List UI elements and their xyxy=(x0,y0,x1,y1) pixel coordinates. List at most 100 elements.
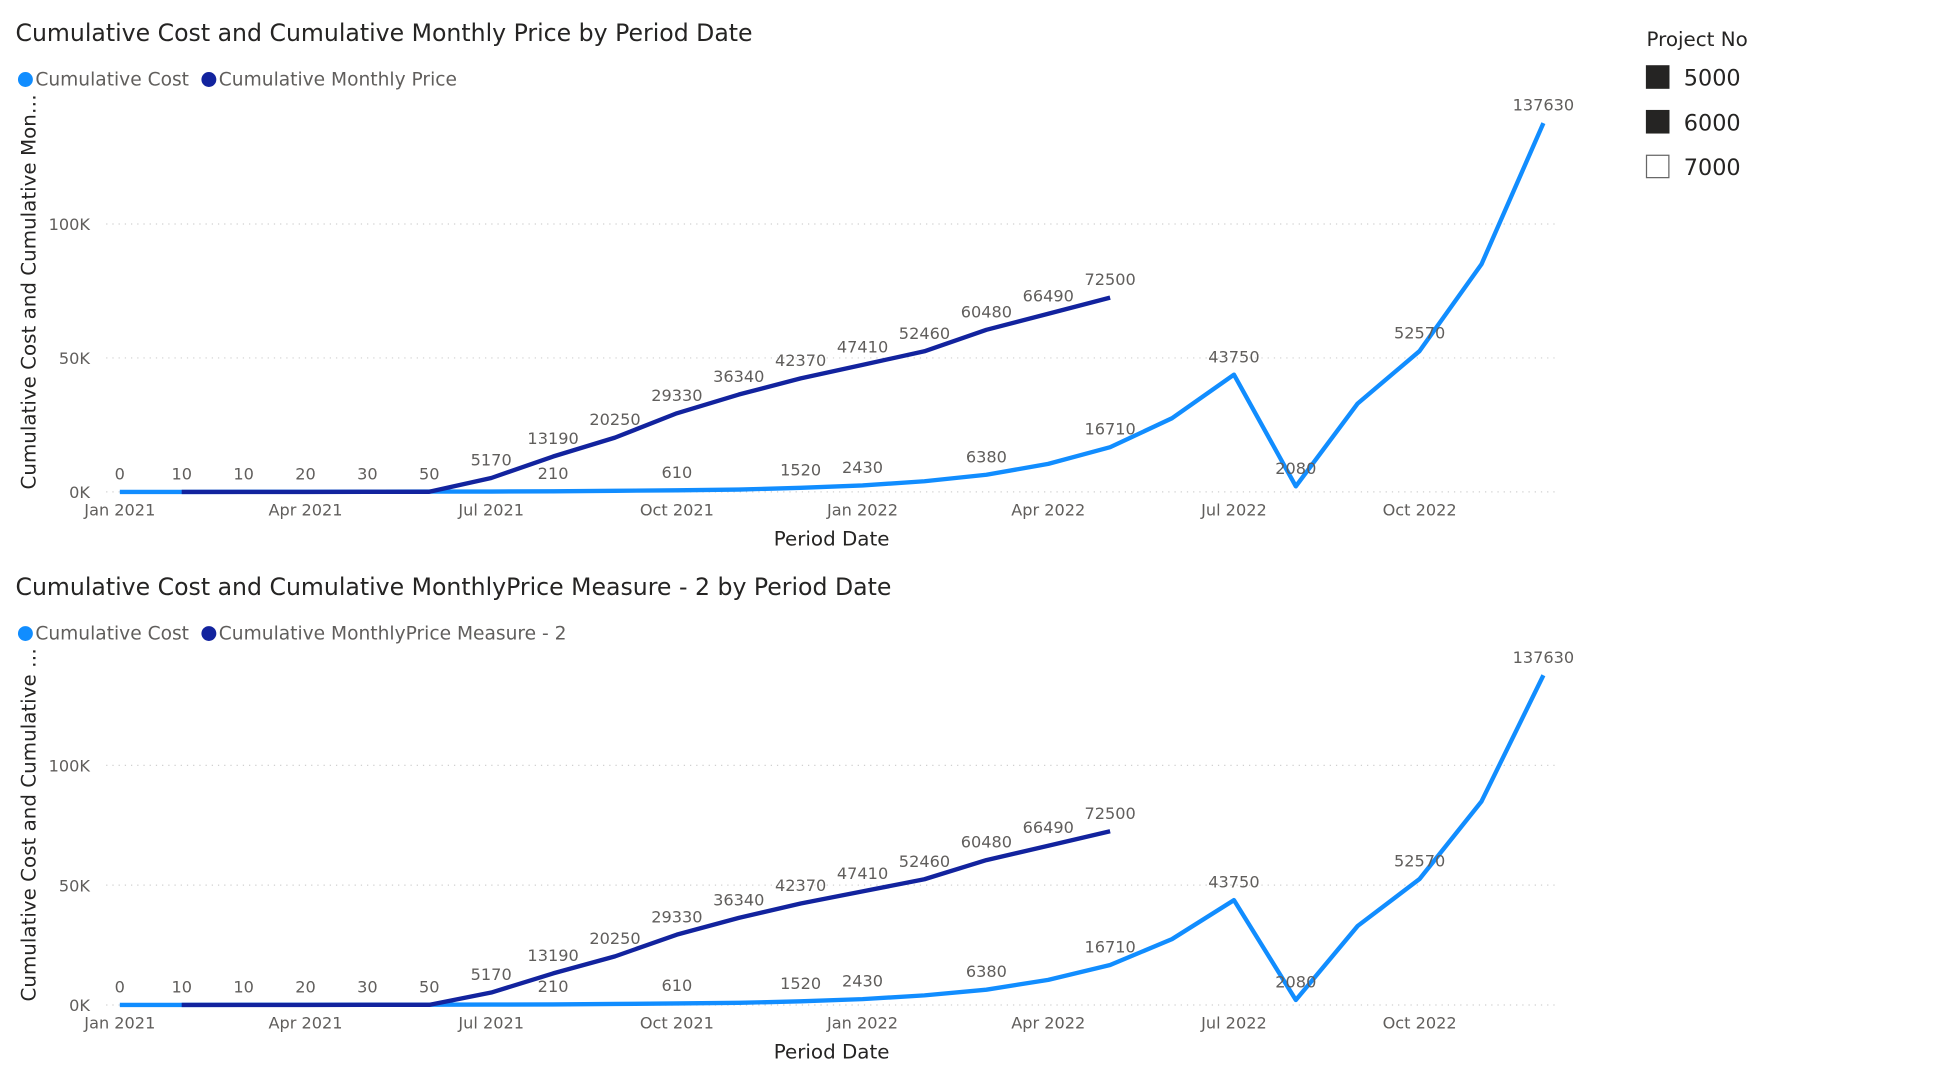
y-tick-label: 0K xyxy=(69,996,90,1015)
data-label: 30 xyxy=(357,977,378,996)
slicer-item-label[interactable]: 6000 xyxy=(1684,110,1741,136)
x-tick-label: Jan 2022 xyxy=(826,1014,898,1033)
series-line xyxy=(181,829,1111,1008)
data-label: 20 xyxy=(295,977,316,996)
data-label: 10 xyxy=(233,464,254,483)
chart-title: Cumulative Cost and Cumulative Monthly P… xyxy=(15,19,752,47)
y-tick-label: 50K xyxy=(59,349,91,368)
data-label: 610 xyxy=(661,976,692,995)
data-label: 16710 xyxy=(1084,937,1135,956)
data-label: 20250 xyxy=(589,410,640,429)
line-chart: Cumulative Cost and Cumulative Monthly P… xyxy=(15,19,1574,550)
data-label: 13190 xyxy=(527,946,578,965)
x-tick-label: Apr 2021 xyxy=(268,1014,342,1033)
data-label: 42370 xyxy=(775,876,826,895)
checkbox[interactable] xyxy=(1645,109,1670,134)
y-tick-label: 100K xyxy=(49,757,91,776)
slicer-item[interactable]: 7000 xyxy=(1645,154,1741,181)
slicer-item-label[interactable]: 7000 xyxy=(1684,155,1741,181)
data-label: 1520 xyxy=(780,460,821,479)
y-tick-label: 0K xyxy=(69,483,90,502)
slicer-item-label[interactable]: 5000 xyxy=(1684,66,1741,92)
data-label: 43750 xyxy=(1208,347,1259,366)
data-label: 52570 xyxy=(1394,852,1445,871)
x-tick-label: Jul 2022 xyxy=(1200,501,1267,520)
x-tick-label: Apr 2022 xyxy=(1011,501,1085,520)
data-label: 2430 xyxy=(842,972,883,991)
legend-marker xyxy=(201,626,217,641)
x-tick-label: Jan 2022 xyxy=(826,501,898,520)
x-tick-label: Jan 2021 xyxy=(83,501,155,520)
x-tick-label: Oct 2021 xyxy=(640,1014,714,1033)
y-tick-label: 50K xyxy=(59,876,91,895)
data-label: 2080 xyxy=(1275,459,1316,478)
x-tick-label: Jul 2022 xyxy=(1200,1014,1267,1033)
data-label: 137630 xyxy=(1513,96,1575,115)
legend-marker xyxy=(201,72,217,87)
data-label: 5170 xyxy=(471,451,512,470)
x-tick-label: Jul 2021 xyxy=(457,501,524,520)
line-chart: Cumulative Cost and Cumulative MonthlyPr… xyxy=(15,573,1574,1063)
series-line xyxy=(119,122,1546,495)
slicer: Project No 5000 6000 7000 xyxy=(1645,28,1748,181)
y-tick-label: 100K xyxy=(49,215,91,234)
x-axis-title: Period Date xyxy=(774,1040,890,1063)
data-label: 2080 xyxy=(1275,973,1316,992)
data-label: 0 xyxy=(115,978,125,997)
legend-label: Cumulative MonthlyPrice Measure - 2 xyxy=(219,624,567,645)
data-label: 66490 xyxy=(1023,818,1074,837)
x-tick-label: Jan 2021 xyxy=(83,1014,155,1033)
data-label: 52460 xyxy=(899,324,950,343)
slicer-item[interactable]: 6000 xyxy=(1645,109,1741,136)
data-label: 50 xyxy=(419,464,440,483)
data-label: 47410 xyxy=(837,864,888,883)
data-label: 2430 xyxy=(842,458,883,477)
slicer-title: Project No xyxy=(1647,28,1748,51)
data-label: 72500 xyxy=(1084,270,1135,289)
checkbox[interactable] xyxy=(1645,154,1670,179)
data-label: 10 xyxy=(171,464,192,483)
data-label: 52460 xyxy=(899,852,950,871)
legend-marker xyxy=(17,72,33,87)
data-label: 13190 xyxy=(527,429,578,448)
x-axis-title: Period Date xyxy=(774,527,890,550)
data-label: 10 xyxy=(233,978,254,997)
data-label: 137630 xyxy=(1513,648,1575,667)
data-label: 210 xyxy=(538,977,569,996)
data-label: 0 xyxy=(115,464,125,483)
x-tick-label: Oct 2021 xyxy=(640,501,714,520)
series-line xyxy=(181,295,1111,495)
data-label: 210 xyxy=(538,464,569,483)
x-tick-label: Oct 2022 xyxy=(1383,501,1457,520)
data-label: 60480 xyxy=(961,833,1012,852)
data-label: 30 xyxy=(357,464,378,483)
data-label: 20250 xyxy=(589,929,640,948)
x-tick-label: Jul 2021 xyxy=(457,1014,524,1033)
data-label: 16710 xyxy=(1084,420,1135,439)
data-label: 43750 xyxy=(1208,873,1259,892)
chart-title: Cumulative Cost and Cumulative MonthlyPr… xyxy=(15,573,891,601)
x-tick-label: Oct 2022 xyxy=(1383,1014,1457,1033)
data-label: 72500 xyxy=(1084,804,1135,823)
data-label: 610 xyxy=(661,463,692,482)
data-label: 1520 xyxy=(780,974,821,993)
data-label: 36340 xyxy=(713,890,764,909)
legend-label: Cumulative Cost xyxy=(35,624,189,645)
slicer-item[interactable]: 5000 xyxy=(1645,65,1741,92)
legend-label: Cumulative Cost xyxy=(35,70,189,91)
data-label: 6380 xyxy=(966,962,1007,981)
data-label: 42370 xyxy=(775,351,826,370)
series-line xyxy=(119,674,1546,1008)
data-label: 6380 xyxy=(966,447,1007,466)
x-tick-label: Apr 2021 xyxy=(268,501,342,520)
data-label: 60480 xyxy=(961,302,1012,321)
checkbox[interactable] xyxy=(1645,65,1670,89)
y-axis-title: Cumulative Cost and Cumulative … xyxy=(17,648,40,1001)
y-axis-title: Cumulative Cost and Cumulative Mon… xyxy=(17,94,40,489)
data-label: 50 xyxy=(419,977,440,996)
data-label: 20 xyxy=(295,464,316,483)
legend-label: Cumulative Monthly Price xyxy=(219,70,457,91)
data-label: 10 xyxy=(171,978,192,997)
data-label: 36340 xyxy=(713,367,764,386)
